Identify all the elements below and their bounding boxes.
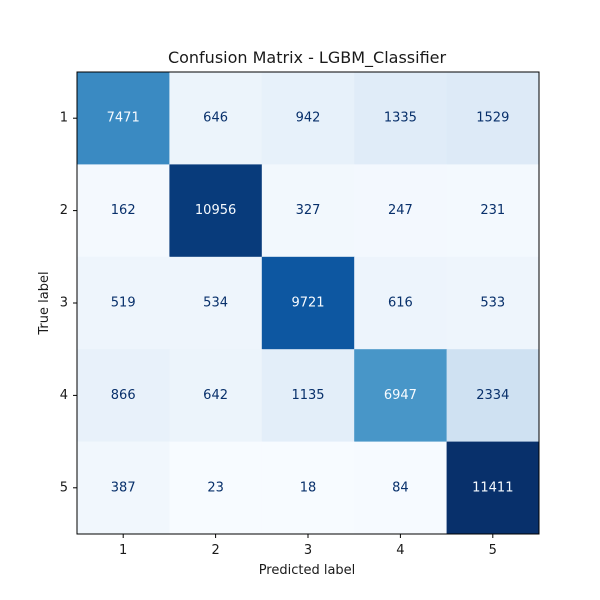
heatmap-cell-3-2 [169, 256, 263, 350]
y-tick-label-5: 5 [60, 480, 68, 495]
heatmap-cell-4-5 [446, 349, 540, 443]
y-tick-label-3: 3 [60, 296, 68, 311]
x-tick-label-5: 5 [489, 543, 497, 558]
y-tick-label-4: 4 [60, 388, 68, 403]
heatmap-cell-5-4 [354, 441, 448, 535]
x-axis-ticks: 1 2 3 4 5 [119, 534, 497, 558]
y-axis-ticks: 1 2 3 4 5 [60, 111, 77, 495]
cell-value-1-3: 942 [296, 111, 321, 126]
cell-value-3-4: 616 [388, 296, 413, 311]
heatmap-cell-4-2 [169, 349, 263, 443]
heatmap-cell-5-2 [169, 441, 263, 535]
heatmap-cell-2-3 [261, 164, 355, 258]
x-axis-label: Predicted label [259, 563, 356, 578]
cell-value-4-1: 866 [111, 388, 136, 403]
cell-value-4-2: 642 [203, 388, 228, 403]
cell-value-4-4: 6947 [384, 388, 417, 403]
x-tick-label-3: 3 [304, 543, 312, 558]
cell-value-3-1: 519 [111, 296, 136, 311]
y-axis-label: True label [37, 271, 52, 335]
cell-value-1-5: 1529 [476, 111, 509, 126]
cell-value-5-2: 23 [207, 480, 224, 495]
heatmap-cells: 7471 646 942 1335 1529 162 10956 327 247 231 519 53… [77, 72, 540, 535]
cell-value-4-5: 2334 [476, 388, 509, 403]
heatmap-cell-1-2 [169, 72, 263, 165]
heatmap-cell-3-4 [354, 256, 448, 350]
cell-value-2-2: 10956 [195, 203, 236, 218]
y-tick-label-1: 1 [60, 111, 68, 126]
heatmap-cell-4-4 [354, 349, 448, 443]
heatmap-cell-1-1 [77, 72, 170, 165]
heatmap-cell-5-1 [77, 441, 170, 535]
cell-value-3-2: 534 [203, 296, 228, 311]
cell-value-5-1: 387 [111, 480, 136, 495]
heatmap-cell-5-3 [261, 441, 355, 535]
x-tick-label-1: 1 [119, 543, 127, 558]
cell-value-1-1: 7471 [107, 111, 140, 126]
x-tick-label-2: 2 [211, 543, 219, 558]
heatmap-cell-3-5 [446, 256, 540, 350]
cell-value-5-3: 18 [300, 480, 317, 495]
heatmap-cell-3-1 [77, 256, 170, 350]
cell-value-5-5: 11411 [472, 480, 513, 495]
cell-value-2-5: 231 [480, 203, 505, 218]
heatmap-cell-1-5 [446, 72, 540, 165]
cell-value-4-3: 1135 [291, 388, 324, 403]
cell-value-1-4: 1335 [384, 111, 417, 126]
heatmap-cell-3-3 [261, 256, 355, 350]
x-tick-label-4: 4 [396, 543, 404, 558]
heatmap-cell-4-1 [77, 349, 170, 443]
cell-value-1-2: 646 [203, 111, 228, 126]
cell-value-3-5: 533 [480, 296, 505, 311]
cell-value-2-1: 162 [111, 203, 136, 218]
heatmap-cell-2-4 [354, 164, 448, 258]
cell-value-2-4: 247 [388, 203, 413, 218]
heatmap-cell-2-5 [446, 164, 540, 258]
chart-title: Confusion Matrix - LGBM_Classifier [168, 48, 447, 68]
heatmap-cell-1-3 [261, 72, 355, 165]
heatmap-cell-2-2 [169, 164, 263, 258]
heatmap-cell-4-3 [261, 349, 355, 443]
heatmap-cell-5-5 [446, 441, 540, 535]
cell-value-5-4: 84 [392, 480, 409, 495]
cell-value-3-3: 9721 [291, 296, 324, 311]
y-tick-label-2: 2 [60, 203, 68, 218]
cell-value-2-3: 327 [296, 203, 321, 218]
heatmap-cell-2-1 [77, 164, 170, 258]
heatmap-cell-1-4 [354, 72, 448, 165]
